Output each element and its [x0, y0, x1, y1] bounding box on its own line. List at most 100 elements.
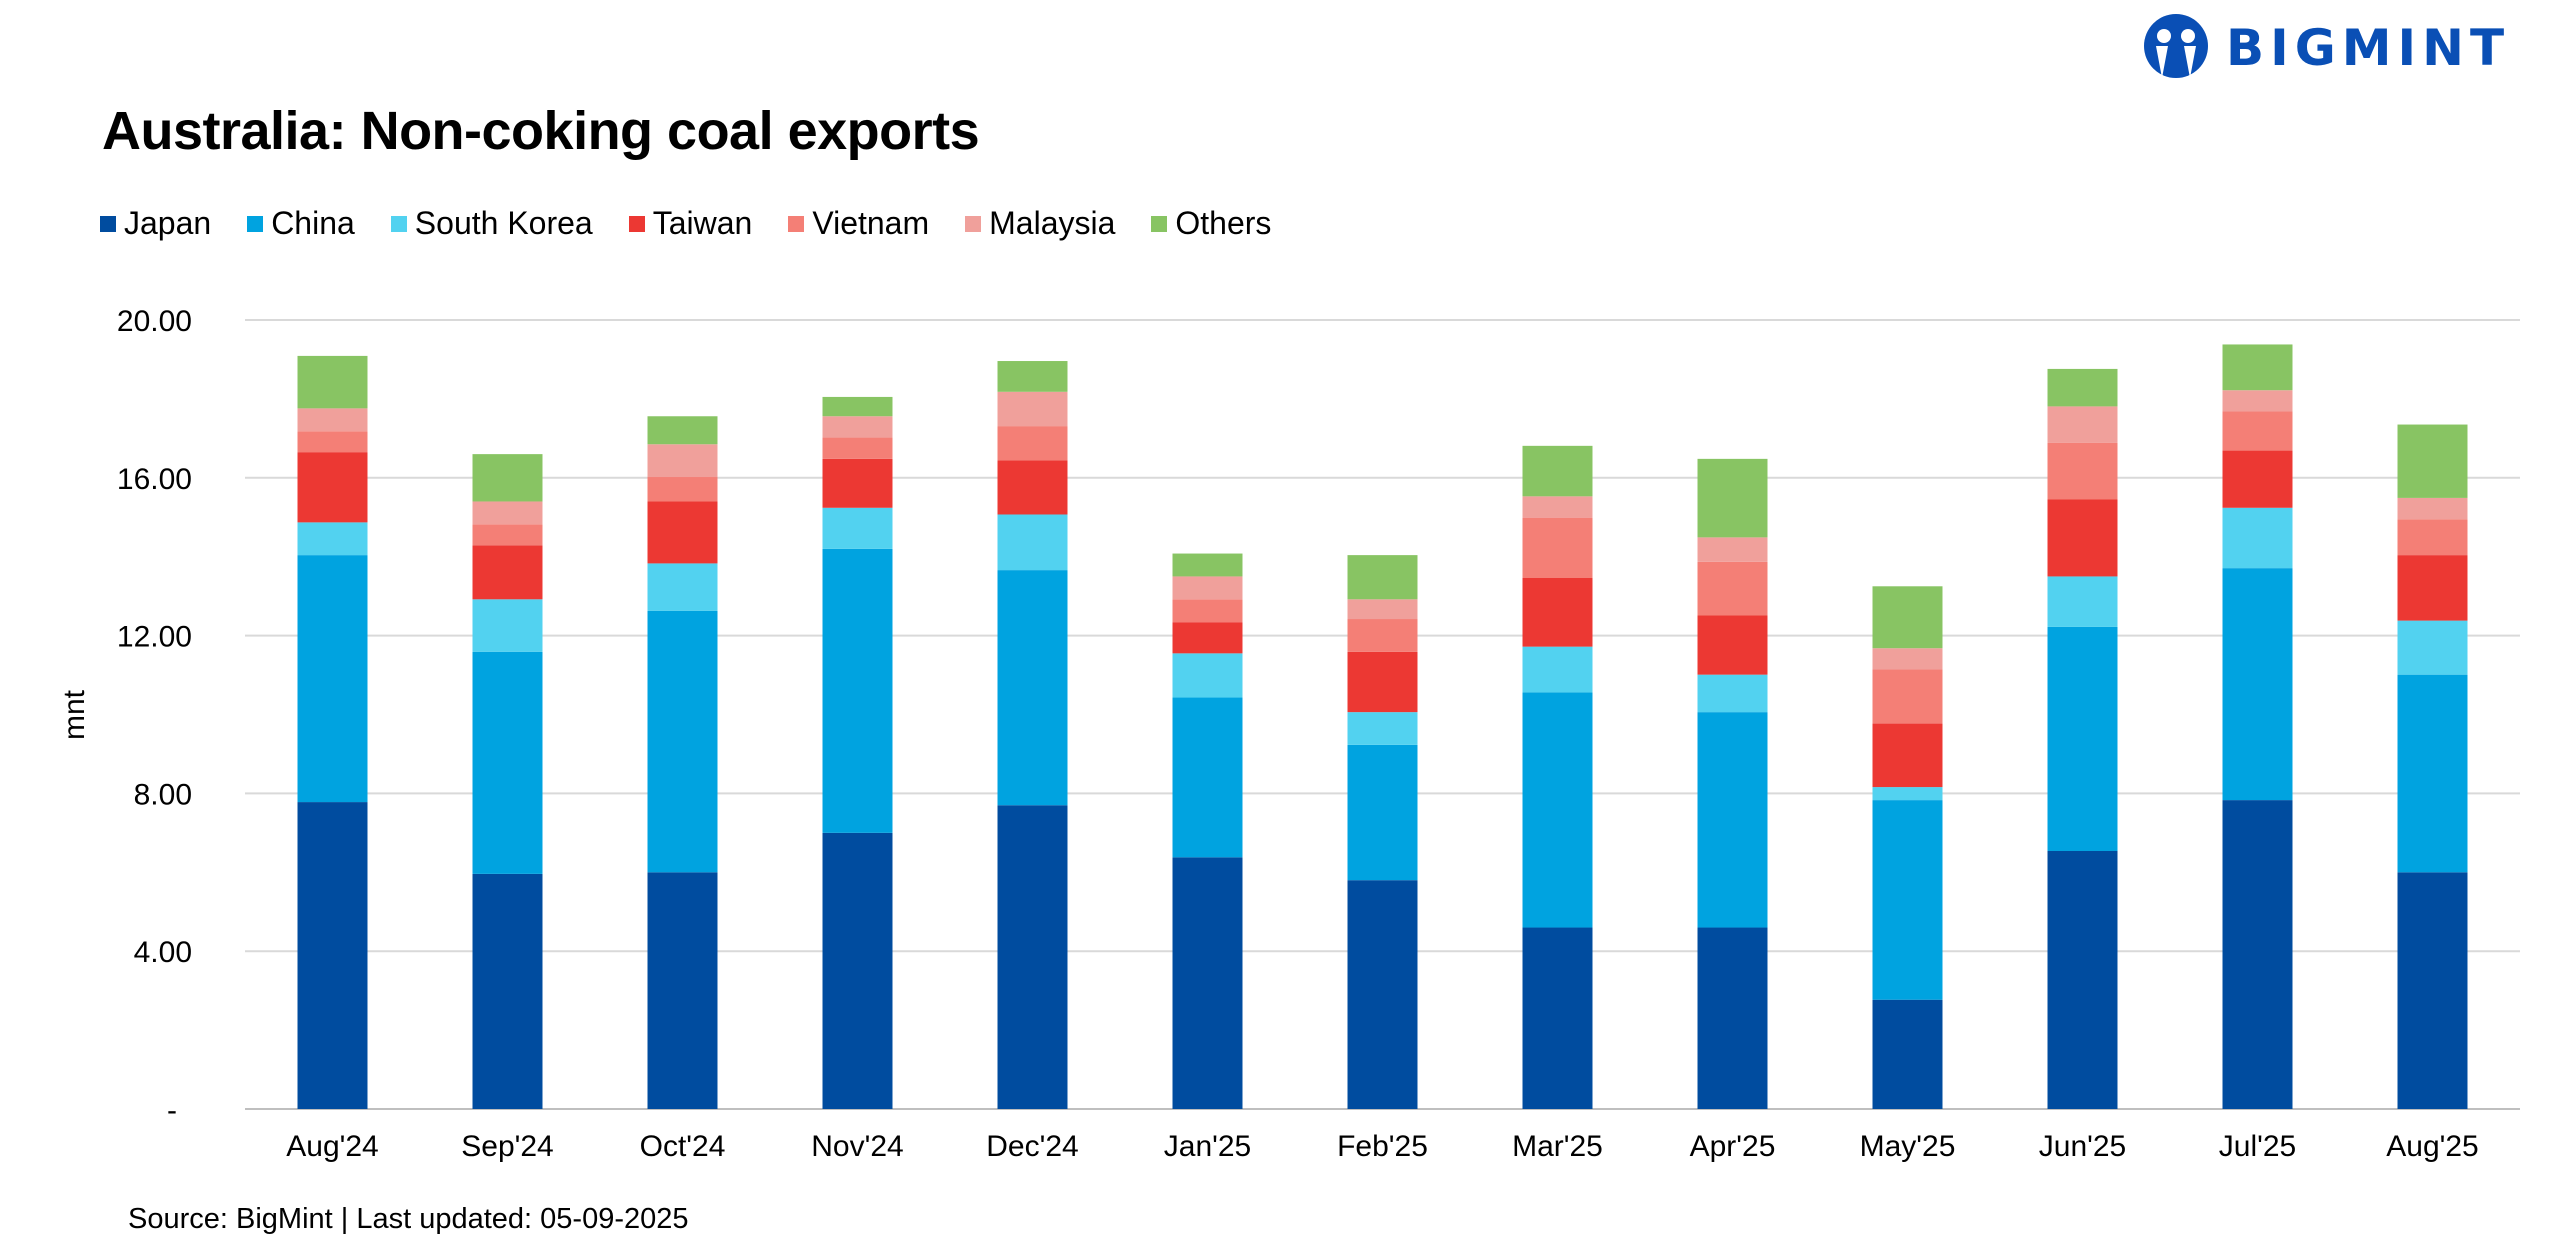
bar-south-korea — [2047, 576, 2118, 627]
bar-taiwan — [1697, 615, 1768, 675]
bar-malaysia — [2047, 406, 2118, 443]
bar-others — [472, 454, 543, 502]
bar-taiwan — [2222, 450, 2293, 508]
legend-swatch — [788, 215, 805, 232]
bar-taiwan — [2397, 555, 2468, 621]
bar-china — [2397, 674, 2468, 873]
x-tick-label: Jan'25 — [1164, 1130, 1251, 1163]
bar-malaysia — [1522, 496, 1593, 518]
bar-china — [822, 548, 893, 833]
legend-swatch — [628, 215, 645, 232]
x-tick-label: Feb'25 — [1337, 1130, 1428, 1163]
bar-others — [297, 355, 368, 409]
legend-label: South Korea — [414, 205, 593, 241]
bar-malaysia — [1172, 576, 1243, 600]
chart-title: Australia: Non-coking coal exports — [102, 101, 980, 161]
x-tick-label: Nov'24 — [811, 1130, 903, 1163]
chart-legend: Japan China South Korea Taiwan Vietnam Malays… — [100, 205, 1271, 242]
x-tick-label: Oct'24 — [640, 1130, 726, 1163]
bar-china — [297, 555, 368, 803]
bar-south-korea — [2222, 507, 2293, 569]
legend-item: Taiwan — [628, 205, 753, 242]
legend-item: Others — [1151, 205, 1271, 242]
bar-malaysia — [822, 416, 893, 438]
bar-malaysia — [2397, 497, 2468, 520]
legend-item: South Korea — [390, 205, 593, 242]
bar-taiwan — [472, 545, 543, 600]
bar-south-korea — [822, 507, 893, 549]
bar-south-korea — [997, 514, 1068, 571]
bar-japan — [1172, 857, 1243, 1109]
bar-vietnam — [1522, 517, 1593, 579]
legend-item: Japan — [100, 205, 211, 242]
bar-china — [2222, 568, 2293, 801]
bar-japan — [822, 832, 893, 1109]
bar-others — [1872, 586, 1943, 649]
bar-vietnam — [2222, 411, 2293, 451]
legend-label: China — [271, 205, 355, 241]
legend-swatch — [100, 215, 116, 232]
bar-others — [2047, 368, 2118, 407]
bar-south-korea — [297, 522, 368, 556]
x-tick-label: Sep'24 — [461, 1130, 553, 1163]
bar-japan — [997, 805, 1068, 1109]
bar-malaysia — [647, 444, 718, 478]
bar-others — [647, 416, 718, 445]
x-tick-label: Apr'25 — [1690, 1130, 1776, 1163]
bar-malaysia — [297, 408, 368, 432]
bar-china — [1697, 712, 1768, 928]
bar-taiwan — [2047, 499, 2118, 577]
bar-others — [2222, 344, 2293, 391]
bar-taiwan — [647, 501, 718, 564]
bar-south-korea — [1522, 646, 1593, 693]
bar-south-korea — [472, 599, 543, 652]
bar-south-korea — [1697, 674, 1768, 713]
bar-vietnam — [822, 437, 893, 459]
x-tick-label: Dec'24 — [986, 1130, 1078, 1163]
bar-japan — [1347, 880, 1418, 1109]
x-tick-label: May'25 — [1860, 1130, 1956, 1163]
bar-others — [1172, 553, 1243, 577]
legend-swatch — [965, 215, 982, 232]
legend-swatch — [247, 215, 264, 232]
bar-vietnam — [1872, 669, 1943, 724]
source-note: Source: BigMint | Last updated: 05-09-20… — [128, 1203, 689, 1235]
legend-item: Malaysia — [965, 205, 1115, 242]
bar-malaysia — [2222, 390, 2293, 412]
bar-south-korea — [1347, 712, 1418, 745]
bar-taiwan — [997, 460, 1068, 515]
bar-japan — [472, 873, 543, 1109]
bar-south-korea — [2397, 620, 2468, 675]
bar-others — [1522, 445, 1593, 497]
bar-japan — [1872, 999, 1943, 1109]
bar-malaysia — [472, 501, 543, 525]
x-tick-label: Jul'25 — [2219, 1130, 2296, 1163]
y-tick-label: 4.00 — [134, 936, 192, 969]
legend-label: Taiwan — [652, 205, 753, 241]
bar-vietnam — [2047, 442, 2118, 500]
bar-china — [1172, 697, 1243, 858]
bar-taiwan — [822, 458, 893, 508]
bar-others — [2397, 424, 2468, 498]
bar-japan — [1697, 927, 1768, 1109]
x-tick-label: Jun'25 — [2039, 1130, 2126, 1163]
bar-others — [822, 396, 893, 417]
bar-south-korea — [647, 563, 718, 611]
y-tick-label: 20.00 — [117, 305, 192, 338]
y-tick-label: 12.00 — [117, 621, 192, 654]
bar-vietnam — [472, 524, 543, 546]
bar-south-korea — [1872, 787, 1943, 801]
bar-china — [2047, 626, 2118, 851]
y-tick-label: 8.00 — [134, 778, 192, 811]
legend-swatch — [390, 215, 407, 232]
bar-taiwan — [1172, 622, 1243, 654]
bar-malaysia — [1697, 537, 1768, 562]
x-tick-label: Aug'25 — [2386, 1130, 2478, 1163]
bar-china — [647, 610, 718, 873]
bar-japan — [2397, 872, 2468, 1109]
bar-china — [472, 651, 543, 874]
bar-japan — [1522, 927, 1593, 1109]
bar-vietnam — [1347, 619, 1418, 652]
bar-japan — [2047, 850, 2118, 1109]
